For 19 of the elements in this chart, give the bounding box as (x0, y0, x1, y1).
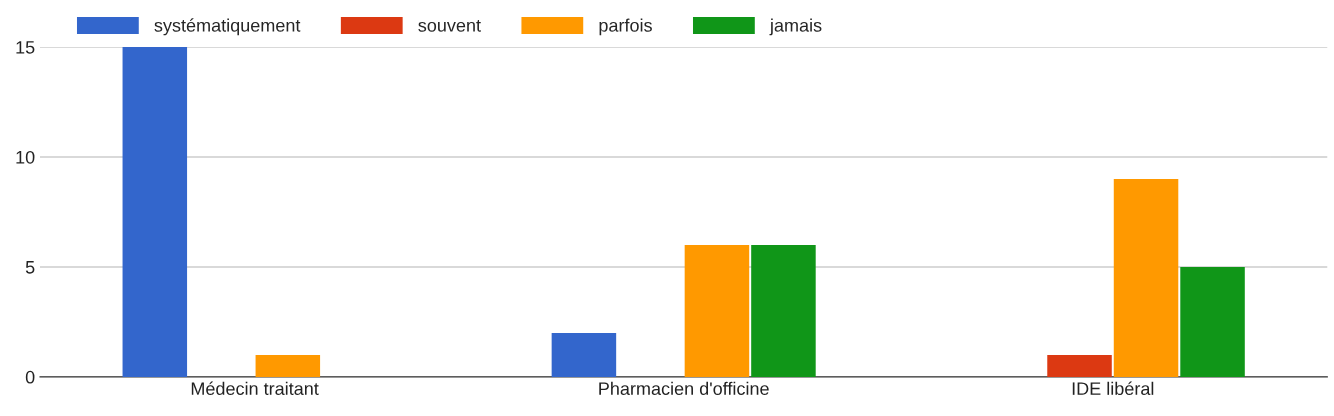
bar (122, 47, 188, 377)
bar (751, 244, 816, 377)
y-tick-label: 15 (16, 41, 35, 54)
x-tick-label: Pharmacien d'officine (599, 381, 769, 396)
legend-label: souvent (418, 19, 481, 32)
bar (255, 354, 321, 377)
legend-label: parfois (599, 18, 652, 36)
bar (1180, 266, 1245, 377)
y-tick-label: 0 (25, 370, 35, 384)
bar (1047, 354, 1112, 377)
x-tick-label: Médecin traitant (191, 381, 319, 396)
x-tick-label: IDE libéral (1072, 381, 1154, 396)
legend-label: jamais (769, 18, 822, 36)
bar (684, 244, 750, 377)
y-tick-label: 5 (25, 261, 35, 274)
y-tick-label: 10 (16, 150, 35, 164)
bar (551, 332, 617, 377)
legend-label: systématiquement (154, 18, 301, 36)
bar (1113, 178, 1179, 377)
